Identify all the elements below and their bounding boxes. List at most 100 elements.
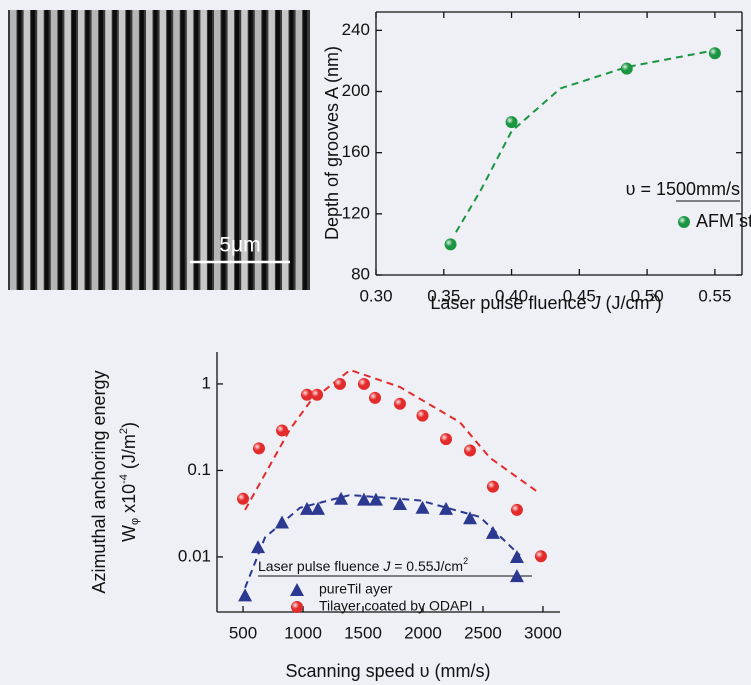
stripe — [132, 10, 139, 290]
fit-line — [244, 494, 521, 589]
y-tick-label: 120 — [342, 203, 370, 222]
point — [291, 601, 303, 613]
point — [463, 511, 478, 525]
stripe — [37, 10, 44, 290]
x-tick-label: 0.50 — [631, 286, 664, 305]
x-tick-label: 0.40 — [495, 286, 528, 305]
x-tick-label: 0.35 — [427, 286, 460, 305]
stripe — [91, 10, 99, 290]
point — [300, 388, 313, 401]
point-shine — [311, 388, 324, 401]
stripe — [295, 10, 303, 290]
point — [333, 377, 346, 390]
point — [290, 583, 304, 596]
x-tick-label: 500 — [229, 623, 257, 642]
stripe — [214, 10, 221, 290]
stripe — [105, 10, 112, 290]
point-shine — [486, 480, 499, 493]
stripe-dark — [31, 10, 36, 290]
stripe-dark — [262, 10, 267, 290]
point — [509, 549, 524, 563]
point-shine — [444, 238, 457, 251]
stripe-dark — [58, 10, 63, 290]
y-axis-label: Depth of grooves A (nm) — [322, 46, 342, 240]
stripe-dark — [207, 10, 212, 290]
stripe-dark — [221, 10, 226, 290]
point — [440, 433, 453, 446]
stripe — [227, 10, 235, 290]
stripe — [268, 10, 275, 290]
point-shine — [678, 216, 690, 228]
x-tick-label: 2000 — [404, 623, 442, 642]
legend-title: υ = 1500mm/s — [626, 179, 740, 199]
point — [509, 569, 524, 583]
point — [311, 501, 326, 515]
x-tick-label: 1500 — [344, 623, 382, 642]
point — [510, 503, 523, 516]
point — [416, 409, 429, 422]
stripe-dark — [99, 10, 104, 290]
stripe-dark — [85, 10, 90, 290]
x-tick-label: 0.55 — [698, 286, 731, 305]
x-tick-label: 3000 — [524, 623, 562, 642]
point — [251, 540, 266, 554]
stripe — [23, 10, 31, 290]
point — [299, 501, 314, 515]
stripe — [10, 10, 17, 290]
point-shine — [252, 442, 265, 455]
point — [252, 442, 265, 455]
stripe-dark — [194, 10, 199, 290]
point-shine — [333, 377, 346, 390]
y-tick-label: 0.1 — [187, 460, 211, 479]
stripe — [254, 10, 262, 290]
point — [620, 62, 633, 75]
stripe-dark — [17, 10, 22, 290]
point — [415, 500, 430, 514]
point — [485, 525, 500, 539]
scale-label: 5μm — [219, 234, 260, 257]
stripe-dark — [235, 10, 240, 290]
stripe-dark — [71, 10, 76, 290]
stripe — [159, 10, 167, 290]
point — [486, 480, 499, 493]
stripe — [146, 10, 153, 290]
point — [678, 216, 690, 228]
stripe-dark — [112, 10, 117, 290]
stripe — [282, 10, 289, 290]
stripe-dark — [153, 10, 158, 290]
point-shine — [534, 550, 547, 563]
point — [708, 47, 721, 60]
y-tick-label: 240 — [342, 20, 370, 39]
point — [392, 496, 407, 510]
y-tick-label: 1 — [202, 373, 211, 392]
point-shine — [708, 47, 721, 60]
point-shine — [464, 444, 477, 457]
point-shine — [620, 62, 633, 75]
y-tick-label: 200 — [342, 81, 370, 100]
stripe — [78, 10, 85, 290]
legend-title: Laser pulse fluence J = 0.55J/cm2 — [258, 556, 468, 573]
stripe-dark — [303, 10, 308, 290]
y-tick-label: 0.01 — [178, 546, 211, 565]
fit-line — [455, 49, 716, 233]
legend-label: Tilayer coated by ODAPI — [319, 598, 473, 614]
y-axis-label: Azimuthal anchoring energy — [89, 370, 109, 593]
point — [311, 388, 324, 401]
point — [357, 377, 370, 390]
point-shine — [393, 397, 406, 410]
stripe-dark — [139, 10, 144, 290]
point — [334, 491, 349, 505]
stripe-dark — [44, 10, 49, 290]
stripe-dark — [275, 10, 280, 290]
x-axis-label: Scanning speed υ (mm/s) — [286, 661, 491, 681]
stripe — [118, 10, 126, 290]
point — [276, 424, 289, 437]
x-axis-label: Laser pulse fluence J (J/cm2) — [430, 292, 661, 313]
y-axis-label: Wφ x10-4 (J/m2) — [118, 422, 141, 542]
point — [439, 501, 454, 515]
point-shine — [416, 409, 429, 422]
point — [464, 444, 477, 457]
point — [237, 492, 250, 505]
point-shine — [291, 601, 303, 613]
